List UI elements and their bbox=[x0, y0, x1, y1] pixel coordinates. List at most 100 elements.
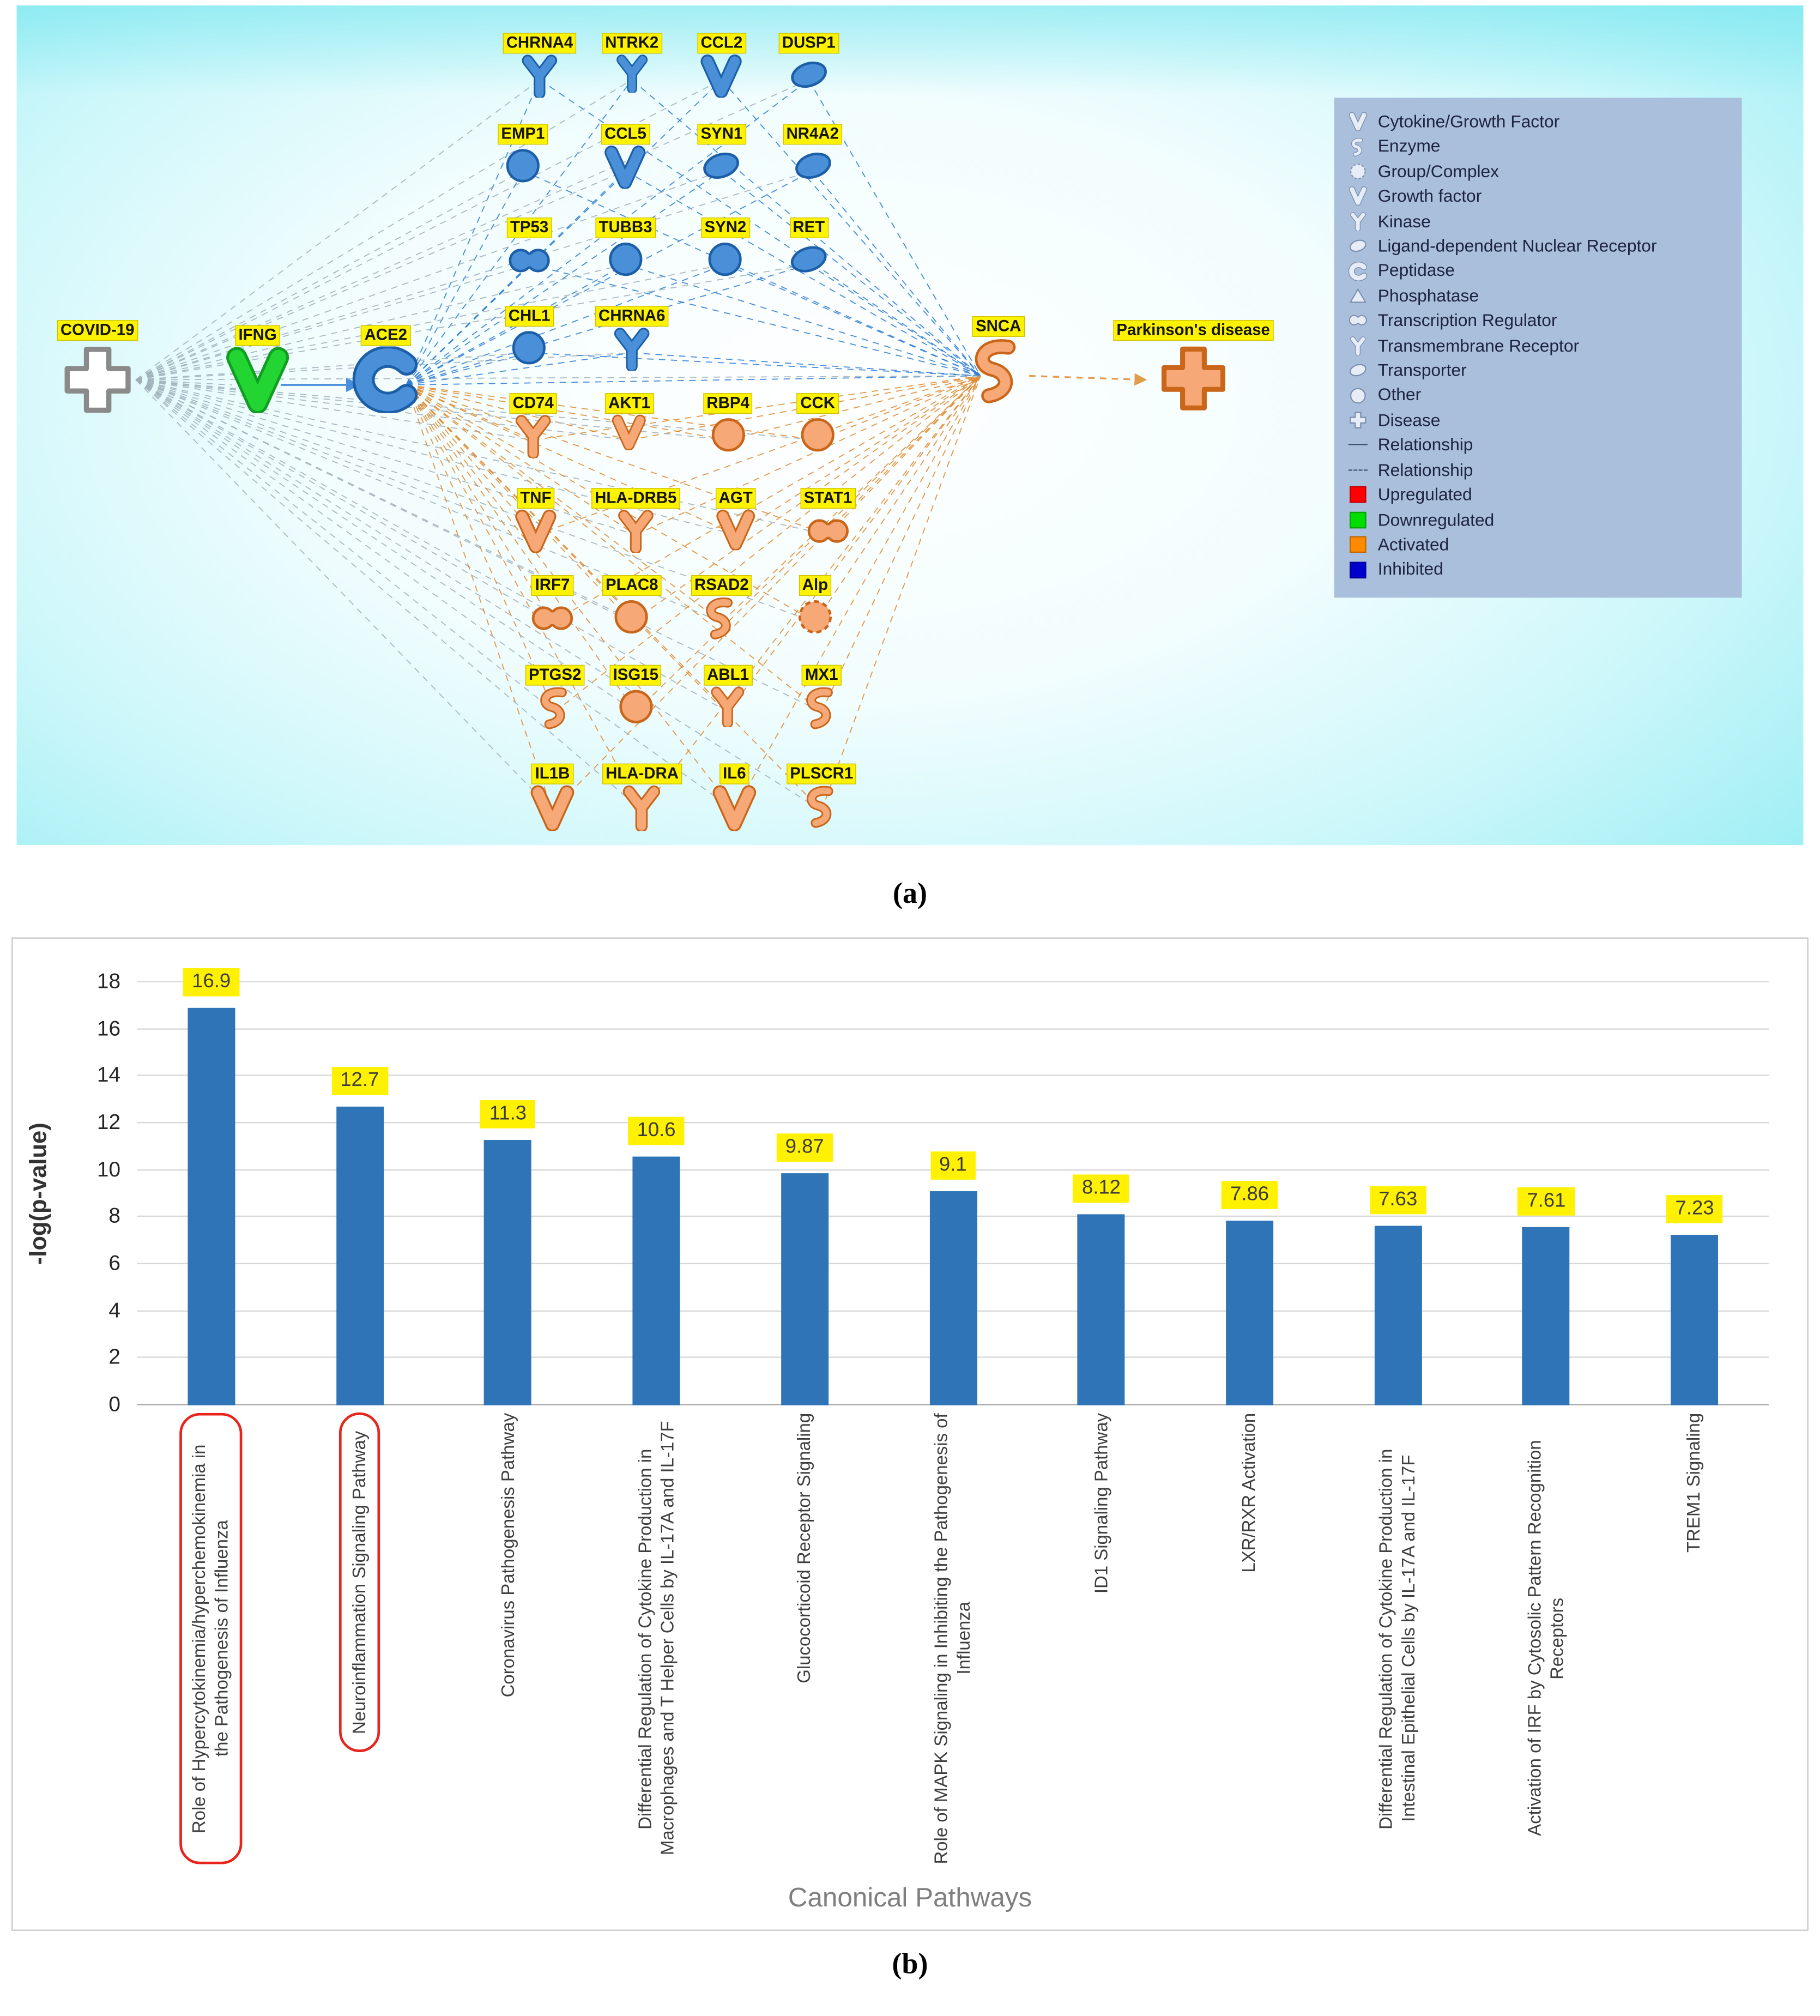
node-tubb3: TUBB3 bbox=[596, 218, 655, 280]
bar-slot: 16.9 bbox=[137, 968, 286, 1405]
bar bbox=[1374, 1226, 1422, 1405]
bar-value-label: 10.6 bbox=[628, 1116, 685, 1145]
legend-item-label: Peptidase bbox=[1377, 261, 1455, 281]
node-label: SYN2 bbox=[702, 218, 749, 238]
circle-icon bbox=[801, 418, 835, 452]
bar-value-label: 8.12 bbox=[1073, 1174, 1130, 1203]
node-agt: AGT bbox=[715, 488, 756, 551]
plot-area: 0 2 4 6 8 10 12 14 16 18 16.9 12.7 11.3 10.6 9.87… bbox=[97, 968, 1769, 1416]
bean-icon bbox=[704, 152, 740, 179]
node-label: CCL5 bbox=[602, 124, 649, 144]
pathway-network-panel: Cytokine/Growth Factor Enzyme Group/Comple… bbox=[16, 5, 1804, 846]
legend-item: Enzyme bbox=[1347, 135, 1731, 158]
spiral-icon bbox=[975, 339, 1016, 403]
bean-icon bbox=[790, 61, 827, 88]
legend-item-label: Inhibited bbox=[1377, 559, 1443, 579]
legend-item: Group/Complex bbox=[1347, 160, 1731, 183]
tri-icon bbox=[1350, 288, 1366, 303]
node-cd74: CD74 bbox=[510, 394, 557, 458]
node-label: ISG15 bbox=[610, 665, 661, 685]
node-rbp4: RBP4 bbox=[704, 394, 752, 455]
node-syn2: SYN2 bbox=[702, 218, 749, 280]
bar-slot: 12.7 bbox=[286, 982, 434, 1405]
category-label: Differential Regulation of Cytokine Prod… bbox=[633, 1421, 677, 1856]
bar-slot: 7.61 bbox=[1472, 982, 1621, 1405]
spiral-icon bbox=[540, 687, 566, 729]
circle-icon bbox=[619, 690, 652, 723]
node-label: IL1B bbox=[532, 764, 573, 784]
category-label: ID1 Signaling Pathway bbox=[1090, 1413, 1111, 1594]
node-label: SYN1 bbox=[698, 124, 745, 144]
legend-item: Transporter bbox=[1347, 359, 1731, 382]
caption-b: (b) bbox=[892, 1947, 928, 1980]
node-abl1: ABL1 bbox=[704, 665, 752, 727]
circle-icon bbox=[512, 331, 546, 365]
bar-value-label: 7.23 bbox=[1666, 1196, 1723, 1224]
gridline bbox=[137, 1122, 1769, 1124]
category-cell: Activation of IRF by Cytosolic Pattern R… bbox=[1472, 1413, 1621, 1875]
bean-icon bbox=[790, 246, 827, 273]
legend-item-label: Growth factor bbox=[1377, 186, 1482, 206]
circle-icon bbox=[506, 149, 540, 183]
bar bbox=[929, 1191, 977, 1405]
network-edges bbox=[135, 79, 1147, 811]
node-parkinsons: Parkinson's disease bbox=[1114, 321, 1273, 415]
bean-icon bbox=[1349, 240, 1366, 252]
cross-icon bbox=[64, 347, 131, 413]
node-label: RSAD2 bbox=[692, 576, 752, 595]
legend-color-swatch bbox=[1350, 561, 1366, 578]
legend-item-label: Ligand-dependent Nuclear Receptor bbox=[1377, 236, 1657, 256]
v-icon bbox=[701, 55, 742, 98]
gridline bbox=[137, 1028, 1769, 1030]
legend-item-label: Enzyme bbox=[1377, 136, 1441, 156]
bar bbox=[632, 1156, 680, 1405]
y-tick-label: 0 bbox=[108, 1393, 121, 1416]
node-emp1: EMP1 bbox=[498, 124, 548, 186]
node-label: CD74 bbox=[510, 394, 557, 413]
legend-item: Upregulated bbox=[1347, 484, 1731, 506]
node-label: MX1 bbox=[802, 665, 841, 685]
bar-slot: 11.3 bbox=[434, 982, 582, 1405]
category-cell: Differential Regulation of Cytokine Prod… bbox=[1324, 1413, 1472, 1875]
dumbbell-icon bbox=[531, 606, 573, 630]
bar-value-label: 16.9 bbox=[183, 968, 240, 997]
v-icon bbox=[712, 785, 757, 831]
spiral-icon bbox=[1351, 137, 1363, 156]
node-ntrk2: NTRK2 bbox=[602, 33, 661, 93]
bar bbox=[1671, 1235, 1719, 1405]
category-label-highlighted: Neuroinflammation Signaling Pathway bbox=[339, 1413, 380, 1752]
solid-line-icon bbox=[1348, 444, 1368, 446]
node-label: ABL1 bbox=[704, 665, 752, 685]
bean-icon bbox=[1349, 364, 1366, 377]
bar-slot: 7.63 bbox=[1324, 982, 1472, 1405]
spiral-icon bbox=[706, 597, 733, 639]
y-icon bbox=[618, 510, 654, 553]
category-label: Role of MAPK Signaling in Inhibiting the… bbox=[930, 1413, 974, 1864]
category-cell: Neuroinflammation Signaling Pathway bbox=[286, 1413, 434, 1875]
node-label: TP53 bbox=[507, 218, 551, 238]
circle-icon bbox=[608, 243, 643, 276]
node-label: CHL1 bbox=[506, 306, 553, 326]
legend-item: Transmembrane Receptor bbox=[1347, 335, 1731, 357]
gridline bbox=[137, 1075, 1769, 1077]
bar-slot: 9.87 bbox=[730, 982, 879, 1405]
category-cell: Role of MAPK Signaling in Inhibiting the… bbox=[879, 1413, 1027, 1875]
v-icon bbox=[1349, 112, 1367, 131]
category-label: TREM1 Signaling bbox=[1683, 1413, 1704, 1553]
category-label-highlighted: Role of Hypercytokinemia/hyperchemokinem… bbox=[180, 1413, 243, 1864]
bean-icon bbox=[794, 152, 831, 179]
node-label: PLSCR1 bbox=[787, 764, 856, 784]
v-icon bbox=[1349, 186, 1367, 206]
y-tick-label: 10 bbox=[96, 1158, 121, 1181]
bar bbox=[484, 1139, 532, 1405]
category-cell: Role of Hypercytokinemia/hyperchemokinem… bbox=[137, 1413, 286, 1875]
bar-value-label: 9.1 bbox=[930, 1151, 976, 1180]
node-label: IRF7 bbox=[532, 576, 573, 595]
node-label: CHRNA6 bbox=[596, 306, 668, 326]
y-icon bbox=[522, 55, 558, 98]
y-tick-label: 16 bbox=[96, 1017, 121, 1041]
legend-item-label: Cytokine/Growth Factor bbox=[1377, 112, 1560, 131]
legend-item: Relationship bbox=[1347, 434, 1731, 456]
legend-item: Inhibited bbox=[1347, 558, 1731, 581]
node-label: Parkinson's disease bbox=[1114, 321, 1273, 340]
